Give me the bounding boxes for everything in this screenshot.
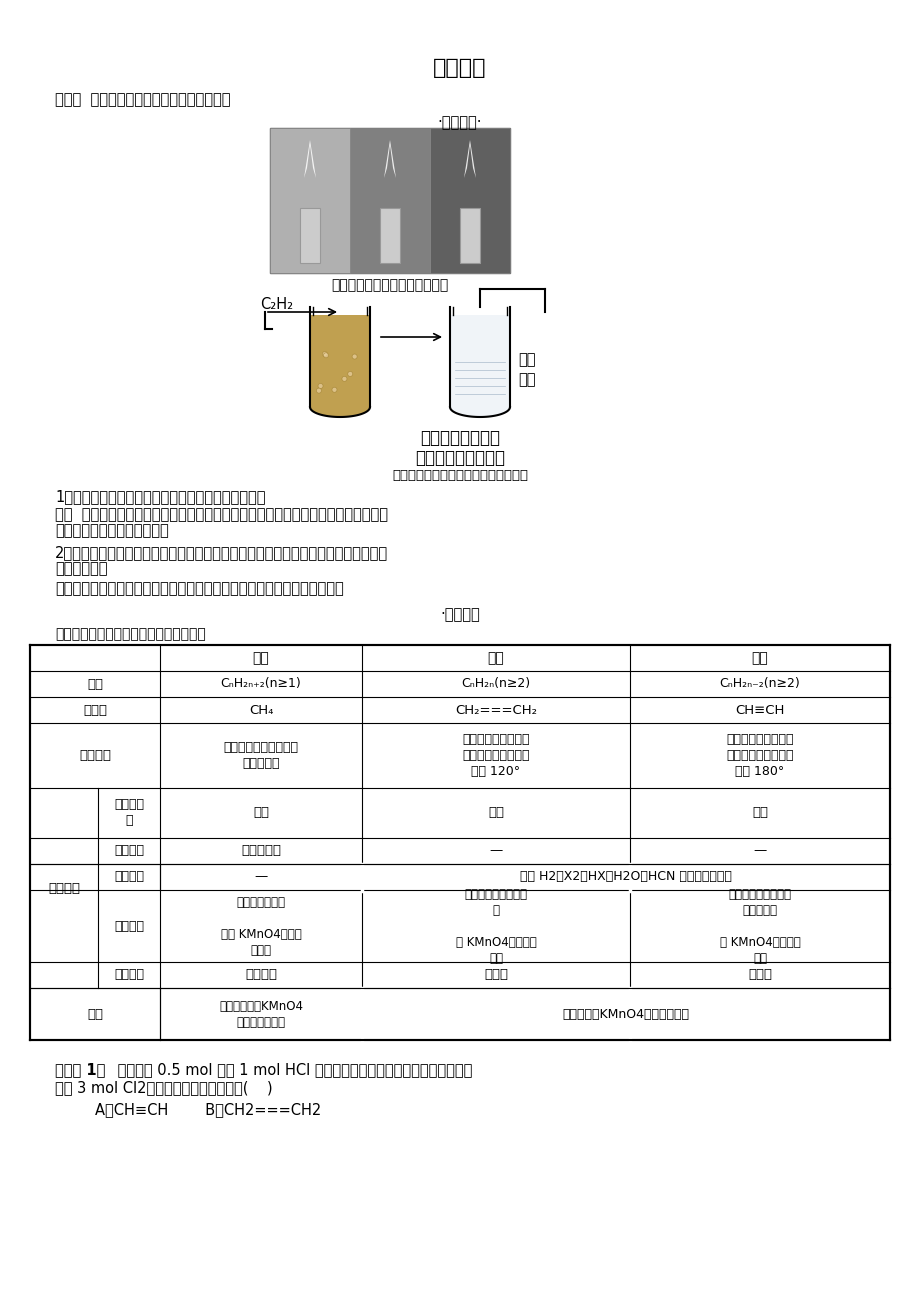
Circle shape (318, 384, 323, 388)
Text: 燃烧火焰明亮，带黑
烟

使 KMnO4酸性溶液
褪色: 燃烧火焰明亮，带黑 烟 使 KMnO4酸性溶液 褪色 (455, 888, 536, 965)
Text: CH₂===CH₂: CH₂===CH₂ (455, 703, 537, 716)
Text: 结构特点: 结构特点 (79, 749, 111, 762)
Text: 光照、卤代: 光照、卤代 (241, 845, 280, 858)
Polygon shape (463, 141, 475, 178)
Text: ·名师精讲: ·名师精讲 (439, 607, 480, 622)
Text: 化学活动
性: 化学活动 性 (114, 798, 144, 828)
Text: 可被 3 mol Cl2取代，则此气态烃可能是(    ): 可被 3 mol Cl2取代，则此气态烃可能是( ) (55, 1079, 272, 1095)
Circle shape (323, 353, 328, 358)
Text: 燃烧火焰较明亮

不与 KMnO4酸性溶
液反应: 燃烧火焰较明亮 不与 KMnO4酸性溶 液反应 (221, 896, 301, 957)
Text: ·问题导引·: ·问题导引· (437, 115, 482, 130)
Polygon shape (303, 141, 315, 178)
Text: CH≡CH: CH≡CH (734, 703, 784, 716)
Text: C₂H₂: C₂H₂ (260, 297, 293, 312)
Circle shape (332, 387, 336, 392)
Text: 能发生: 能发生 (747, 969, 771, 982)
Text: 取代反应: 取代反应 (114, 845, 144, 858)
Polygon shape (383, 141, 395, 178)
Text: 甲烷、乙烯、乙炔的燃烧实验图: 甲烷、乙烯、乙炔的燃烧实验图 (331, 279, 448, 292)
Text: 鉴别: 鉴别 (87, 1008, 103, 1021)
Text: 含碳碳双键；不饱和
链烃；平面形分子，
键角 120°: 含碳碳双键；不饱和 链烃；平面形分子， 键角 120° (461, 733, 529, 779)
Circle shape (352, 354, 357, 359)
Text: 烷燃烧，发出淡蓝色的火焰。: 烷燃烧，发出淡蓝色的火焰。 (55, 523, 168, 538)
Text: 某气态烃 0.5 mol 能与 1 mol HCl 完全加成，加成后产物分子上的氢原子又: 某气态烃 0.5 mol 能与 1 mol HCl 完全加成，加成后产物分子上的… (113, 1062, 471, 1077)
Text: A．CH≡CH        B．CH2===CH2: A．CH≡CH B．CH2===CH2 (95, 1101, 321, 1117)
Bar (349, 128, 429, 273)
Text: 溴的四氯代碳溶液或高锰酸钾酸性溶液: 溴的四氯代碳溶液或高锰酸钾酸性溶液 (391, 469, 528, 482)
Text: 烷烃、烯烃、炔烃结构与化学性质的比较: 烷烃、烯烃、炔烃结构与化学性质的比较 (55, 628, 206, 641)
Text: 能与 H2、X2、HX、H2O、HCN 等发生加成反应: 能与 H2、X2、HX、H2O、HCN 等发生加成反应 (519, 871, 732, 884)
Text: 活泼: 活泼 (487, 806, 504, 819)
Text: 稳定: 稳定 (253, 806, 268, 819)
Text: 【例题 1】: 【例题 1】 (55, 1062, 106, 1077)
Text: 探究一  烷烃、烯烃和炔烃的结构和性质比较: 探究一 烷烃、烯烃和炔烃的结构和性质比较 (55, 92, 231, 107)
Circle shape (322, 352, 327, 357)
Text: 活泼: 活泼 (751, 806, 767, 819)
Text: 烯烃: 烯烃 (487, 651, 504, 665)
Circle shape (342, 376, 346, 381)
Text: 分别是什么？: 分别是什么？ (55, 561, 108, 575)
Polygon shape (310, 408, 369, 417)
Text: 提示：溴与乙炔发生加成反应；乙炔在高锰酸钾酸性溶液中发生氧化反应。: 提示：溴与乙炔发生加成反应；乙炔在高锰酸钾酸性溶液中发生氧化反应。 (55, 581, 344, 596)
Bar (380, 208, 400, 263)
Text: 提示  乙炔燃烧，火焰明亮，并伴有浓烈的黑烟。乙烯燃烧，火焰明亮并伴有黑烟。甲: 提示 乙炔燃烧，火焰明亮，并伴有浓烈的黑烟。乙烯燃烧，火焰明亮并伴有黑烟。甲 (55, 506, 388, 522)
Bar (429, 128, 509, 273)
Text: —: — (753, 845, 766, 858)
Text: 无色
液体: 无色 液体 (517, 352, 535, 387)
Text: 全部单键；饱和链烃；
四面体结构: 全部单键；饱和链烃； 四面体结构 (223, 741, 298, 769)
Polygon shape (449, 408, 509, 417)
Text: 1．分别描述乙炔、乙烯和甲烷在空气中的燃烧现象。: 1．分别描述乙炔、乙烯和甲烷在空气中的燃烧现象。 (55, 490, 266, 504)
Text: CH₄: CH₄ (248, 703, 273, 716)
Text: 加成反应: 加成反应 (114, 871, 144, 884)
Text: 溴水不褪色；KMnO4
酸性溶液不褪色: 溴水不褪色；KMnO4 酸性溶液不褪色 (219, 1000, 302, 1029)
Text: 或高锰酸钾酸性溶液: 或高锰酸钾酸性溶液 (414, 449, 505, 467)
Text: CₙH₂ₙ₊₂(n≥1): CₙH₂ₙ₊₂(n≥1) (221, 677, 301, 690)
Text: 化学性质: 化学性质 (48, 881, 80, 894)
Text: CₙH₂ₙ₋₂(n≥2): CₙH₂ₙ₋₂(n≥2) (719, 677, 800, 690)
Text: 溴的四氯化碳溶液: 溴的四氯化碳溶液 (420, 428, 499, 447)
Text: 炔烃: 炔烃 (751, 651, 767, 665)
Text: 课堂探究: 课堂探究 (433, 59, 486, 78)
Bar (449, 315, 509, 408)
Text: CₙH₂ₙ(n≥2): CₙH₂ₙ(n≥2) (461, 677, 530, 690)
Text: 溴水褪色；KMnO4酸性溶液褪色: 溴水褪色；KMnO4酸性溶液褪色 (562, 1008, 688, 1021)
Text: 加聚反应: 加聚反应 (114, 969, 144, 982)
Circle shape (316, 388, 321, 393)
Text: 燃烧火焰很明亮，带
浓烈的黑烟

使 KMnO4酸性溶液
褪色: 燃烧火焰很明亮，带 浓烈的黑烟 使 KMnO4酸性溶液 褪色 (719, 888, 800, 965)
Text: —: — (489, 845, 502, 858)
Bar (269, 128, 349, 273)
Bar (269, 128, 509, 273)
Text: 2．将乙炔通入溴的四氯化碳溶液或高锰酸钾酸性溶液中溶液均褪色，发生反应的类型: 2．将乙炔通入溴的四氯化碳溶液或高锰酸钾酸性溶液中溶液均褪色，发生反应的类型 (55, 546, 388, 560)
Bar (460, 208, 480, 263)
Text: 代表物: 代表物 (83, 703, 107, 716)
Text: 烷烃: 烷烃 (253, 651, 269, 665)
Text: 不能发生: 不能发生 (244, 969, 277, 982)
Text: 含碳碳三键；不饱和
链烃；直线形分子，
键角 180°: 含碳碳三键；不饱和 链烃；直线形分子， 键角 180° (725, 733, 793, 779)
Circle shape (347, 371, 352, 376)
Text: 通式: 通式 (87, 677, 103, 690)
Text: 氧化反应: 氧化反应 (114, 919, 144, 932)
Bar (300, 208, 320, 263)
Text: —: — (254, 871, 267, 884)
Text: 能发生: 能发生 (483, 969, 507, 982)
Bar (310, 315, 369, 408)
